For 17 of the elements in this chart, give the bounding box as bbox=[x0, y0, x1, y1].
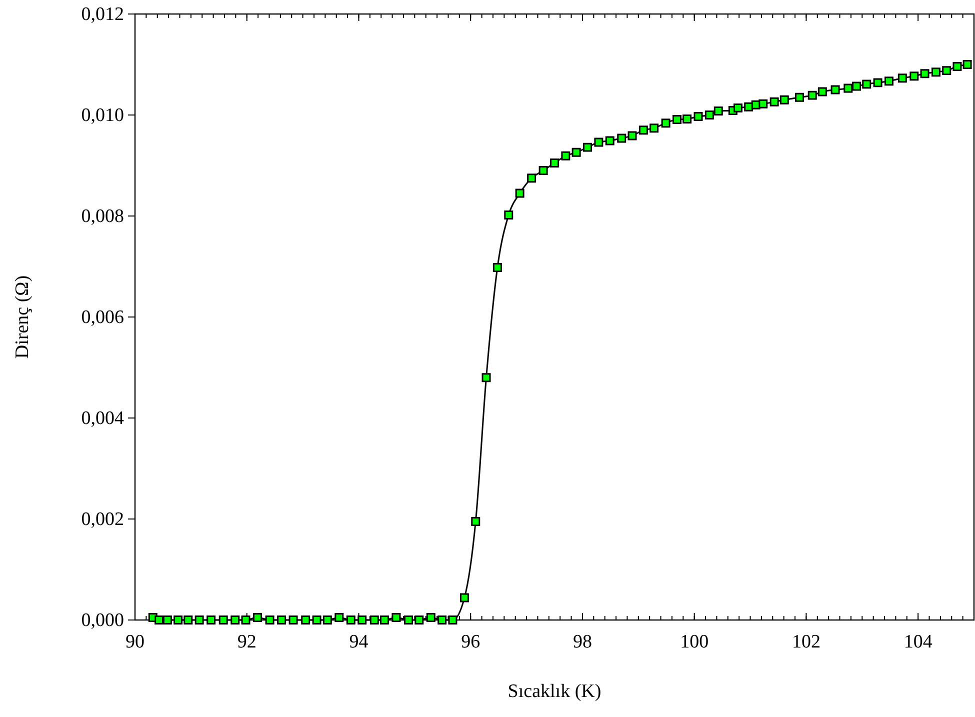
x-tick-label: 94 bbox=[349, 631, 369, 652]
y-tick-label: 0,006 bbox=[81, 307, 124, 328]
y-axis-title: Direnç (Ω) bbox=[12, 275, 33, 359]
x-tick-label: 90 bbox=[126, 631, 144, 652]
x-tick-label: 92 bbox=[237, 631, 256, 652]
x-tick-label: 104 bbox=[904, 631, 933, 652]
x-tick-label: 100 bbox=[680, 631, 709, 652]
y-tick-label: 0,010 bbox=[81, 105, 124, 126]
y-tick-label: 0,008 bbox=[81, 206, 124, 228]
x-tick-label: 98 bbox=[572, 631, 592, 652]
x-tick-label: 96 bbox=[461, 631, 480, 652]
x-tick-label: 102 bbox=[792, 631, 820, 652]
y-tick-label: 0,004 bbox=[81, 408, 124, 430]
y-tick-label: 0,012 bbox=[81, 4, 124, 26]
y-tick-label: 0,002 bbox=[81, 509, 124, 530]
y-tick-label: 0,000 bbox=[81, 610, 124, 632]
x-axis-title: Sıcaklık (K) bbox=[508, 681, 602, 702]
